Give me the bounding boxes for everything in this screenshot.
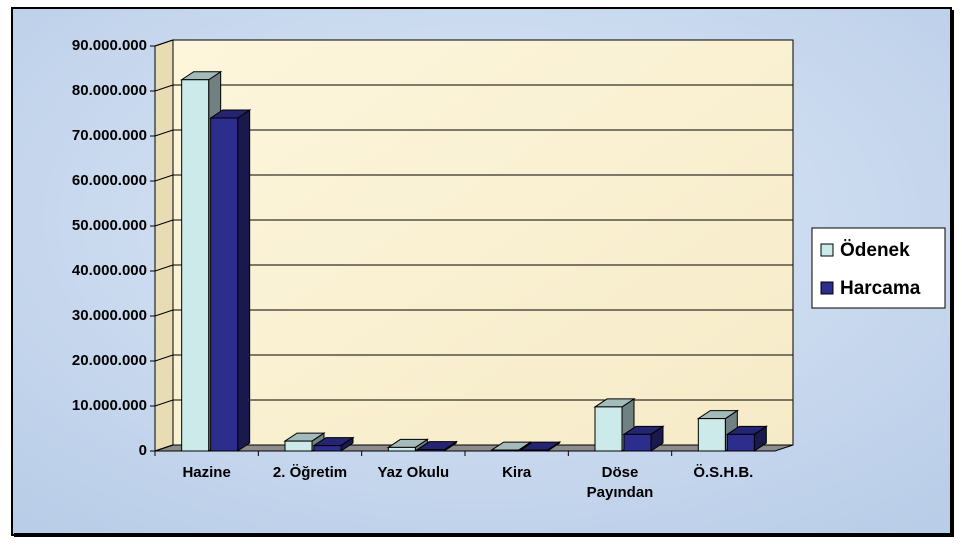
bar-front: [491, 449, 520, 452]
bar-front: [313, 445, 342, 452]
bar: [490, 441, 533, 452]
grid-line: [154, 174, 174, 182]
bar-side: [237, 109, 251, 452]
bar-front: [387, 446, 416, 452]
y-tick-label: 40.000.000: [72, 262, 147, 279]
legend-label: Harcama: [840, 278, 921, 299]
bar-front: [210, 117, 239, 452]
bar: [622, 425, 665, 452]
y-tick-label: 0: [139, 442, 147, 459]
frame-shadow: [950, 10, 954, 537]
y-tick-label: 90.000.000: [72, 37, 147, 54]
bar-front: [697, 418, 726, 452]
bar: [725, 425, 768, 452]
legend: Ödenek Harcama: [811, 227, 946, 309]
bar: [312, 436, 355, 452]
grid-line: [154, 84, 174, 92]
legend-box: [811, 227, 946, 309]
legend-label: Ödenek: [840, 240, 910, 261]
legend-swatch: [820, 281, 834, 295]
grid-line: [154, 309, 174, 317]
x-tick-label: 2. Öğretim: [272, 464, 348, 481]
bar-front: [284, 440, 313, 452]
grid-line: [154, 264, 174, 272]
bar: [209, 109, 252, 452]
grid-line: [154, 354, 174, 362]
bar: [386, 438, 429, 452]
y-tick-label: 50.000.000: [72, 217, 147, 234]
x-tick-label: Hazine: [182, 464, 231, 481]
grid-line: [154, 129, 174, 137]
y-tick-label: 80.000.000: [72, 82, 147, 99]
grid-line: [154, 219, 174, 227]
bar-front: [623, 433, 652, 452]
bar-front: [726, 433, 755, 452]
side-wall: [154, 39, 174, 452]
grid-line: [154, 444, 174, 452]
y-tick-label: 30.000.000: [72, 307, 147, 324]
floor: [154, 444, 794, 452]
frame-shadow: [14, 533, 953, 537]
y-tick-label: 20.000.000: [72, 352, 147, 369]
x-tick-label: Ö.S.H.B.: [693, 464, 754, 481]
y-tick-label: 60.000.000: [72, 172, 147, 189]
y-tick-label: 70.000.000: [72, 127, 147, 144]
back-wall: [172, 39, 794, 446]
legend-swatch: [820, 243, 834, 257]
grid-line: [154, 39, 174, 47]
bar: [519, 441, 562, 452]
y-tick-label: 10.000.000: [72, 397, 147, 414]
bar-front: [416, 449, 445, 452]
bar-front: [594, 406, 623, 452]
bar-front: [520, 449, 549, 452]
bar: [415, 440, 458, 452]
grid-line: [154, 399, 174, 407]
x-tick-label: Yaz Okulu: [377, 464, 450, 481]
x-tick-label: Kira: [502, 464, 532, 481]
x-tick-label: Döse Payından: [586, 464, 654, 501]
bar-front: [181, 79, 210, 452]
